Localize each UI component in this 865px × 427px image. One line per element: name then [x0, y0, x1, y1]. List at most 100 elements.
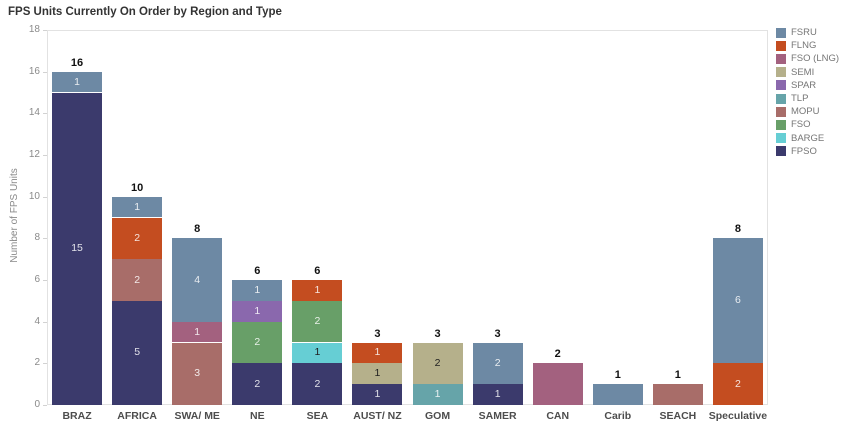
- legend-swatch-icon: [776, 27, 786, 38]
- legend-item-fpso[interactable]: FPSO: [776, 145, 839, 158]
- y-tick-label: 0: [34, 399, 40, 410]
- bar-segment-can-fso-lng[interactable]: [532, 363, 583, 405]
- y-tick-mark: [43, 280, 47, 281]
- bar-segment-samer-fsru[interactable]: [472, 342, 523, 385]
- legend-item-barge[interactable]: BARGE: [776, 132, 839, 145]
- bar-segment-aust-nz-fpso[interactable]: [352, 384, 403, 405]
- y-tick-label: 6: [34, 274, 40, 285]
- bar-segment-africa-fsru[interactable]: [112, 196, 163, 218]
- legend-item-label: BARGE: [791, 132, 825, 144]
- x-axis-label-sea: SEA: [306, 410, 329, 422]
- bar-total-label: 2: [554, 348, 561, 361]
- x-axis-label-seach: SEACH: [659, 410, 697, 422]
- y-axis-title: Number of FPS Units: [9, 168, 20, 263]
- legend-swatch-icon: [776, 119, 786, 130]
- bar-segment-swa-me-mopu[interactable]: [172, 342, 223, 405]
- legend-item-mopu[interactable]: MOPU: [776, 105, 839, 118]
- bar-total-label: 3: [494, 327, 501, 340]
- bar-total-label: 10: [130, 181, 144, 194]
- legend-item-fso-lng[interactable]: FSO (LNG): [776, 52, 839, 65]
- bar-segment-africa-flng[interactable]: [112, 217, 163, 260]
- y-tick-label: 14: [28, 107, 40, 119]
- bar-segment-swa-me-fsru[interactable]: [172, 238, 223, 322]
- bar-segment-speculative-fsru[interactable]: [712, 238, 763, 364]
- bar-segment-carib-fsru[interactable]: [592, 384, 643, 405]
- bar-total-label: 8: [194, 223, 201, 236]
- chart-title: FPS Units Currently On Order by Region a…: [8, 6, 282, 18]
- y-tick-mark: [43, 155, 47, 156]
- bar-segment-sea-fso[interactable]: [292, 300, 343, 343]
- legend-item-fsru[interactable]: FSRU: [776, 26, 839, 39]
- bar-segment-gom-semi[interactable]: [412, 342, 463, 385]
- legend-swatch-icon: [776, 93, 786, 104]
- x-axis-label-swa-me: SWA/ ME: [174, 410, 220, 422]
- x-axis-label-carib: Carib: [604, 410, 632, 422]
- bar-total-label: 8: [734, 223, 741, 236]
- bar-segment-swa-me-fso-lng[interactable]: [172, 321, 223, 343]
- bar-segment-africa-fpso[interactable]: [112, 300, 163, 405]
- bar-segment-braz-fpso[interactable]: [52, 92, 103, 405]
- x-axis-label-africa: AFRICA: [117, 410, 157, 422]
- legend-item-label: FPSO: [791, 145, 817, 157]
- legend-item-flng[interactable]: FLNG: [776, 39, 839, 52]
- bar-segment-samer-fpso[interactable]: [472, 384, 523, 405]
- bar-segment-gom-tlp[interactable]: [412, 384, 463, 405]
- bar-segment-braz-fsru[interactable]: [52, 71, 103, 93]
- x-axis-label-ne: NE: [249, 410, 265, 422]
- bar-segment-speculative-flng[interactable]: [712, 363, 763, 405]
- legend: FSRU FLNG FSO (LNG) SEMI SPAR TLP MOPU FSO BARGE…: [776, 26, 839, 158]
- bar-total-label: 3: [374, 327, 381, 340]
- bar-segment-seach-mopu[interactable]: [652, 384, 703, 405]
- bar-total-label: 6: [314, 265, 321, 277]
- legend-item-label: MOPU: [791, 106, 820, 118]
- y-tick-mark: [43, 321, 47, 323]
- bar-segment-aust-nz-semi[interactable]: [352, 363, 403, 385]
- legend-swatch-icon: [776, 146, 786, 157]
- bar-total-label: 1: [674, 369, 681, 382]
- legend-item-fso[interactable]: FSO: [776, 118, 839, 131]
- bar-segment-sea-barge[interactable]: [292, 342, 343, 364]
- y-tick-label: 4: [34, 315, 40, 327]
- y-tick-label: 2: [34, 357, 40, 369]
- x-axis-label-speculative: Speculative: [708, 410, 768, 422]
- legend-item-label: FSO (LNG): [791, 53, 840, 65]
- bar-total-label: 6: [254, 265, 261, 277]
- bar-segment-sea-flng[interactable]: [292, 280, 343, 301]
- bar-total-label: 16: [70, 56, 84, 69]
- legend-item-label: TLP: [791, 93, 809, 105]
- x-axis-label-aust-nz: AUST/ NZ: [353, 410, 402, 422]
- legend-item-label: FSRU: [791, 27, 817, 39]
- legend-item-tlp[interactable]: TLP: [776, 92, 839, 105]
- x-axis-label-can: CAN: [546, 410, 570, 422]
- legend-swatch-icon: [776, 67, 786, 78]
- x-axis-label-gom: GOM: [424, 410, 451, 422]
- bar-total-label: 1: [614, 369, 621, 382]
- legend-item-label: SPAR: [791, 79, 817, 91]
- bar-segment-ne-fsru[interactable]: [232, 280, 283, 301]
- y-tick-mark: [43, 405, 47, 406]
- y-tick-label: 10: [28, 190, 40, 202]
- bar-segment-ne-fso[interactable]: [232, 321, 283, 364]
- legend-item-label: FLNG: [791, 40, 817, 52]
- bar-segment-ne-fpso[interactable]: [232, 363, 283, 405]
- legend-swatch-icon: [776, 106, 786, 117]
- bar-segment-aust-nz-flng[interactable]: [352, 342, 403, 364]
- legend-swatch-icon: [776, 133, 786, 144]
- bar-total-label: 3: [434, 327, 441, 340]
- y-tick-mark: [43, 113, 47, 115]
- legend-swatch-icon: [776, 40, 786, 51]
- bar-segment-ne-spar[interactable]: [232, 300, 283, 322]
- legend-swatch-icon: [776, 80, 786, 91]
- y-tick-mark: [43, 363, 47, 365]
- bar-segment-sea-fpso[interactable]: [292, 363, 343, 405]
- legend-item-semi[interactable]: SEMI: [776, 66, 839, 79]
- y-tick-mark: [43, 238, 47, 240]
- y-tick-mark: [43, 71, 47, 73]
- legend-item-label: SEMI: [791, 66, 815, 78]
- y-tick-label: 16: [28, 65, 40, 77]
- bar-segment-africa-mopu[interactable]: [112, 259, 163, 301]
- y-tick-mark: [43, 30, 47, 31]
- legend-item-spar[interactable]: SPAR: [776, 79, 839, 92]
- y-tick-label: 12: [28, 149, 40, 160]
